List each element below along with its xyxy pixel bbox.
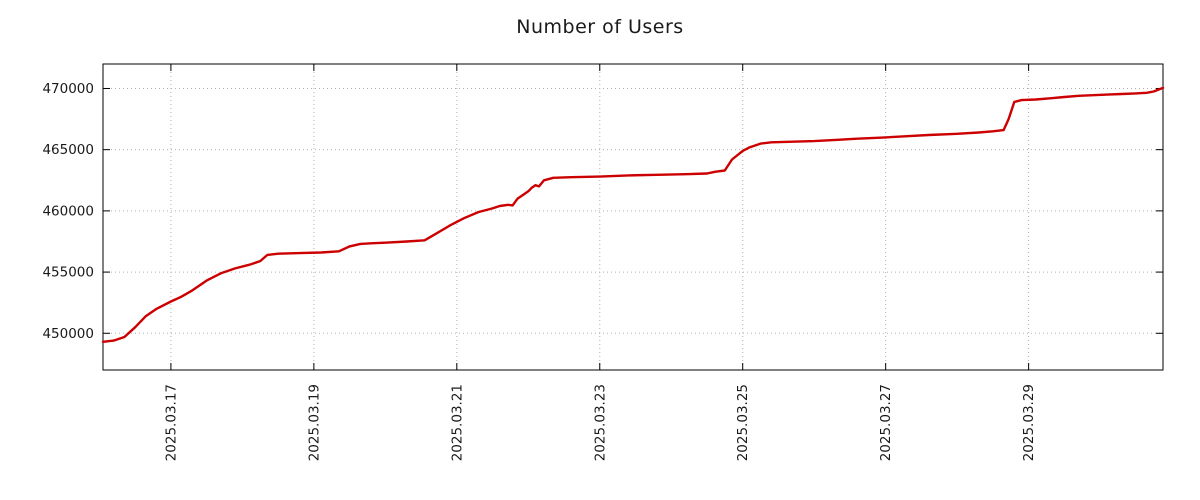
x-tick-label: 2025.03.21: [449, 384, 465, 461]
x-tick-label: 2025.03.27: [878, 384, 894, 461]
x-tick-label: 2025.03.25: [735, 384, 751, 461]
x-tick-label: 2025.03.17: [163, 384, 179, 461]
y-tick-label: 450000: [42, 326, 94, 342]
y-tick-label: 470000: [42, 81, 94, 97]
plot-border: [102, 63, 1164, 371]
y-tick-label: 465000: [42, 142, 94, 158]
x-tick-label: 2025.03.23: [592, 384, 608, 461]
y-tick-label: 460000: [42, 203, 94, 219]
x-tick-label: 2025.03.29: [1021, 384, 1037, 461]
chart-title: Number of Users: [516, 16, 684, 38]
y-tick-label: 455000: [42, 265, 94, 281]
x-tick-label: 2025.03.19: [306, 384, 322, 461]
data-line-users: [101, 86, 1165, 343]
